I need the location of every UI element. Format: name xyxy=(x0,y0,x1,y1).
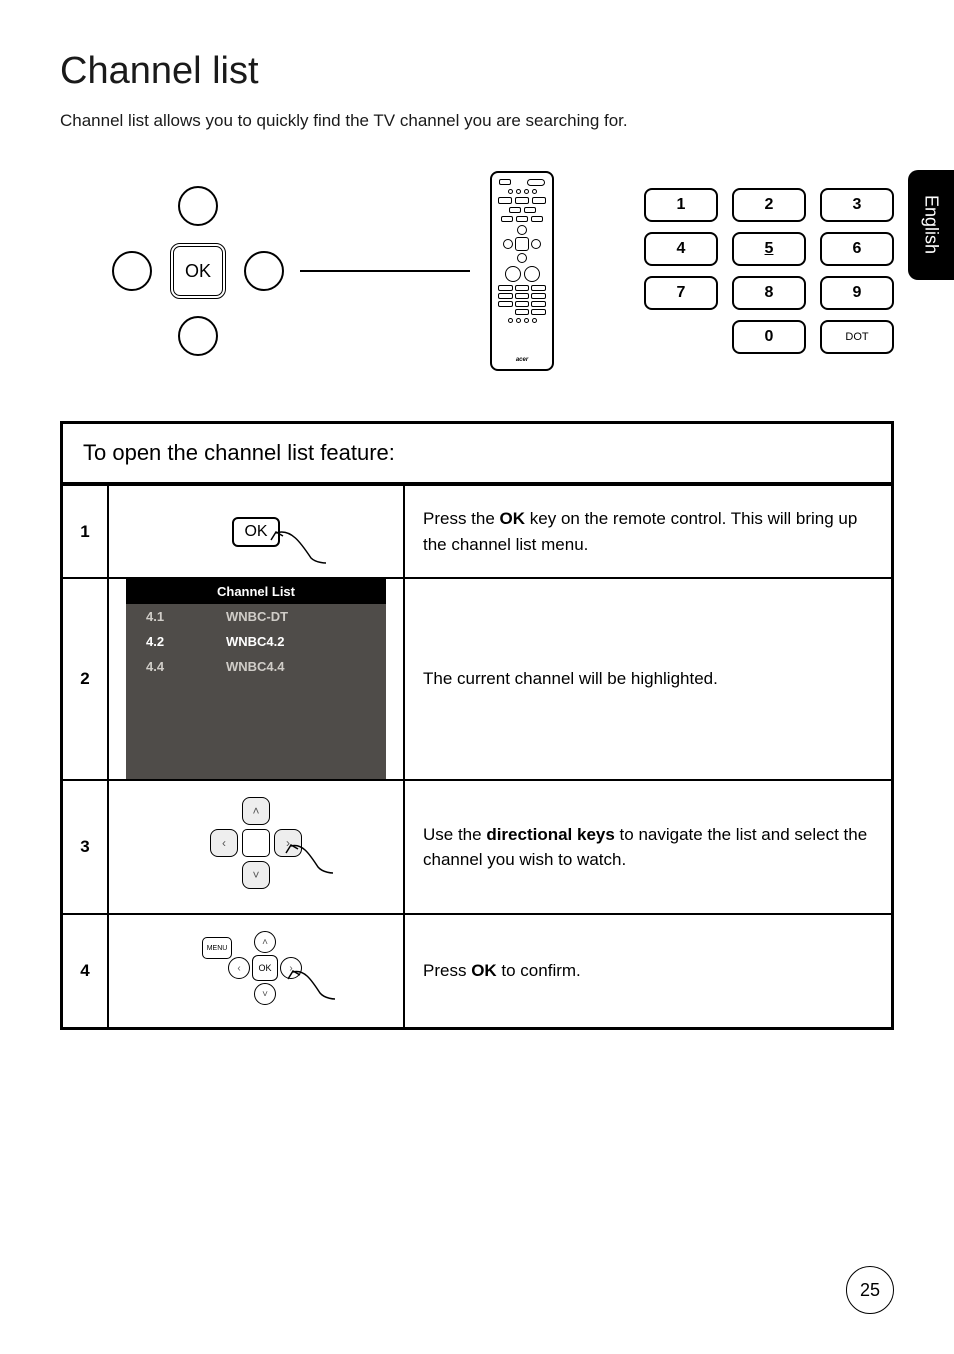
channel-list-title: Channel List xyxy=(126,579,386,604)
step-image: MENU ˄ ˅ ‹ › OK xyxy=(109,915,405,1027)
arrow-up-icon: ˄ xyxy=(254,931,276,953)
keypad-illustration: 1 2 3 4 5 6 7 8 9 0 DOT xyxy=(644,188,894,354)
key-3: 3 xyxy=(820,188,894,222)
arrow-down-icon: ˅ xyxy=(254,983,276,1005)
remote-control-icon: acer xyxy=(490,171,554,371)
hero-illustration: OK acer 1 2 xyxy=(60,171,894,371)
menu-ok-keys-icon: MENU ˄ ˅ ‹ › OK xyxy=(196,931,316,1011)
step-image: Channel List 4.1 WNBC-DT 4.2 WNBC4.2 4.4… xyxy=(109,579,405,779)
arrow-down-icon: ˅ xyxy=(242,861,270,889)
arrow-left-icon: ‹ xyxy=(210,829,238,857)
step-image: ˄ ˅ ‹ › xyxy=(109,781,405,913)
key-2: 2 xyxy=(732,188,806,222)
menu-key-icon: MENU xyxy=(202,937,232,959)
arrow-left-icon: ‹ xyxy=(228,957,250,979)
table-row: 2 Channel List 4.1 WNBC-DT 4.2 WNBC4.2 4… xyxy=(63,577,891,779)
key-8: 8 xyxy=(732,276,806,310)
step-number: 2 xyxy=(63,579,109,779)
step-number: 3 xyxy=(63,781,109,913)
key-9: 9 xyxy=(820,276,894,310)
ok-key-icon: OK xyxy=(252,955,278,981)
dpad-up-icon xyxy=(178,186,218,226)
key-4: 4 xyxy=(644,232,718,266)
dpad-down-icon xyxy=(178,316,218,356)
channel-list-preview: Channel List 4.1 WNBC-DT 4.2 WNBC4.2 4.4… xyxy=(126,579,386,779)
key-1: 1 xyxy=(644,188,718,222)
key-7: 7 xyxy=(644,276,718,310)
key-5: 5 xyxy=(732,232,806,266)
step-text: The current channel will be highlighted. xyxy=(405,579,891,779)
table-row: 4 MENU ˄ ˅ ‹ › OK Press OK to conf xyxy=(63,913,891,1027)
remote-logo: acer xyxy=(516,357,528,363)
table-heading: To open the channel list feature: xyxy=(63,424,891,484)
page-title: Channel list xyxy=(60,50,894,93)
steps-table: To open the channel list feature: 1 OK P… xyxy=(60,421,894,1030)
channel-list-item-selected: 4.2 WNBC4.2 xyxy=(126,629,386,654)
channel-list-item: 4.1 WNBC-DT xyxy=(126,604,386,629)
step-number: 1 xyxy=(63,486,109,577)
page-number: 25 xyxy=(846,1266,894,1314)
directional-keys-icon: ˄ ˅ ‹ › xyxy=(196,797,316,897)
table-row: 1 OK Press the OK key on the remote cont… xyxy=(63,484,891,577)
step-image: OK xyxy=(109,486,405,577)
page-content: Channel list Channel list allows you to … xyxy=(0,0,954,1030)
table-row: 3 ˄ ˅ ‹ › Use the directional keys to na… xyxy=(63,779,891,913)
step-text: Press OK to confirm. xyxy=(405,915,891,1027)
press-arrow-icon xyxy=(288,843,338,883)
press-arrow-icon xyxy=(271,528,331,568)
dpad-right-icon xyxy=(244,251,284,291)
ok-button-icon: OK xyxy=(170,243,226,299)
key-0: 0 xyxy=(732,320,806,354)
dpad-left-icon xyxy=(112,251,152,291)
intro-text: Channel list allows you to quickly find … xyxy=(60,111,894,131)
step-text: Press the OK key on the remote control. … xyxy=(405,486,891,577)
channel-list-item: 4.4 WNBC4.4 xyxy=(126,654,386,679)
key-dot: DOT xyxy=(820,320,894,354)
step-number: 4 xyxy=(63,915,109,1027)
press-arrow-icon xyxy=(290,969,340,1009)
connector-line-icon xyxy=(300,270,470,272)
center-key-icon xyxy=(242,829,270,857)
key-6: 6 xyxy=(820,232,894,266)
step-text: Use the directional keys to navigate the… xyxy=(405,781,891,913)
arrow-up-icon: ˄ xyxy=(242,797,270,825)
hero-dpad: OK xyxy=(90,186,290,356)
